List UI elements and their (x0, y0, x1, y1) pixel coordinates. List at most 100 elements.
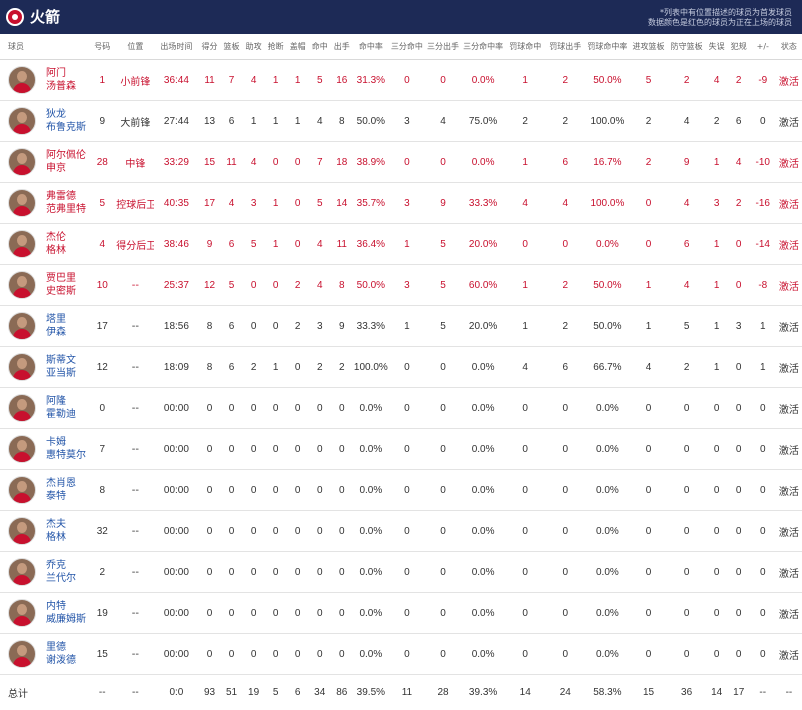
player-name-line1[interactable]: 乔克 (46, 560, 66, 571)
player-info[interactable]: 乔克 兰代尔 (8, 558, 88, 586)
player-info[interactable]: 里德 谢泼德 (8, 640, 88, 668)
table-row[interactable]: 卡姆 惠特莫尔 7 -- 00:00 0 0 0 0 0 0 0 0.0% 0 0 0.0% 0 0 0.0% 0 0 0… (0, 428, 802, 470)
player-info[interactable]: 杰夫 格林 (8, 517, 88, 545)
player-name[interactable]: 斯蒂文 亚当斯 (46, 354, 76, 380)
player-cell[interactable]: 贾巴里 史密斯 (0, 264, 89, 306)
player-cell[interactable]: 卡姆 惠特莫尔 (0, 428, 89, 470)
player-info[interactable]: 杰肖恩 泰特 (8, 476, 88, 504)
player-cell[interactable]: 内特 威廉姆斯 (0, 592, 89, 634)
player-name-line1[interactable]: 阿门 (46, 68, 66, 79)
player-name[interactable]: 杰肖恩 泰特 (46, 477, 76, 503)
player-cell[interactable]: 弗雷德 范弗里特 (0, 182, 89, 224)
player-cell[interactable]: 乔克 兰代尔 (0, 551, 89, 593)
player-name-line2[interactable]: 范弗里特 (46, 204, 86, 215)
table-row[interactable]: 阿门 汤普森 1 小前锋 36:44 11 7 4 1 1 5 16 31.3% 0 0 0.0% 1 2 50.0… (0, 59, 802, 101)
player-name-line1[interactable]: 卡姆 (46, 437, 66, 448)
player-cell[interactable]: 塔里 伊森 (0, 305, 89, 347)
table-row[interactable]: 乔克 兰代尔 2 -- 00:00 0 0 0 0 0 0 0 0.0% 0 0 0.0% 0 0 0.0% 0 0 0 0… (0, 551, 802, 593)
player-name-line2[interactable]: 布鲁克斯 (46, 122, 86, 133)
table-row[interactable]: 塔里 伊森 17 -- 18:56 8 6 0 0 2 3 9 33.3% 1 5 20.0% 1 2 50.0% 1… (0, 305, 802, 347)
player-name[interactable]: 阿门 汤普森 (46, 67, 76, 93)
player-name-line2[interactable]: 伊森 (46, 327, 66, 338)
player-name-line2[interactable]: 威廉姆斯 (46, 614, 86, 625)
player-avatar[interactable] (8, 435, 36, 463)
table-row[interactable]: 杰伦 格林 4 得分后卫 38:46 9 6 5 1 0 4 11 36.4% 1 5 20.0% 0 0 0.0%… (0, 223, 802, 265)
player-name[interactable]: 内特 威廉姆斯 (46, 600, 86, 626)
player-cell[interactable]: 狄龙 布鲁克斯 (0, 100, 89, 142)
player-name[interactable]: 杰夫 格林 (46, 518, 66, 544)
player-name[interactable]: 贾巴里 史密斯 (46, 272, 76, 298)
player-avatar[interactable] (8, 640, 36, 668)
player-cell[interactable]: 里德 谢泼德 (0, 633, 89, 675)
player-name[interactable]: 阿隆 霍勒迪 (46, 395, 76, 421)
player-name[interactable]: 卡姆 惠特莫尔 (46, 436, 86, 462)
player-cell[interactable]: 阿隆 霍勒迪 (0, 387, 89, 429)
player-name[interactable]: 狄龙 布鲁克斯 (46, 108, 86, 134)
player-avatar[interactable] (8, 148, 36, 176)
player-cell[interactable]: 阿尔佩伦 申京 (0, 141, 89, 183)
player-avatar[interactable] (8, 599, 36, 627)
player-name-line2[interactable]: 申京 (46, 163, 66, 174)
player-name[interactable]: 弗雷德 范弗里特 (46, 190, 86, 216)
table-row[interactable]: 阿隆 霍勒迪 0 -- 00:00 0 0 0 0 0 0 0 0.0% 0 0 0.0% 0 0 0.0% 0 0 0 0… (0, 387, 802, 429)
player-name-line1[interactable]: 弗雷德 (46, 191, 76, 202)
player-name-line1[interactable]: 内特 (46, 601, 66, 612)
player-name-line1[interactable]: 塔里 (46, 314, 66, 325)
player-name-line2[interactable]: 谢泼德 (46, 655, 76, 666)
player-name[interactable]: 里德 谢泼德 (46, 641, 76, 667)
player-name-line2[interactable]: 汤普森 (46, 81, 76, 92)
player-name-line1[interactable]: 杰夫 (46, 519, 66, 530)
player-avatar[interactable] (8, 312, 36, 340)
player-info[interactable]: 塔里 伊森 (8, 312, 88, 340)
table-row[interactable]: 杰夫 格林 32 -- 00:00 0 0 0 0 0 0 0 0.0% 0 0 0.0% 0 0 0.0% 0 0 0 0… (0, 510, 802, 552)
player-avatar[interactable] (8, 517, 36, 545)
player-info[interactable]: 斯蒂文 亚当斯 (8, 353, 88, 381)
player-name-line1[interactable]: 杰伦 (46, 232, 66, 243)
player-avatar[interactable] (8, 271, 36, 299)
table-row[interactable]: 弗雷德 范弗里特 5 控球后卫 40:35 17 4 3 1 0 5 14 35.7% 3 9 33.3% 4 4… (0, 182, 802, 224)
player-name-line2[interactable]: 史密斯 (46, 286, 76, 297)
table-row[interactable]: 斯蒂文 亚当斯 12 -- 18:09 8 6 2 1 0 2 2 100.0% 0 0 0.0% 4 6 66.7… (0, 346, 802, 388)
player-info[interactable]: 杰伦 格林 (8, 230, 88, 258)
player-cell[interactable]: 阿门 汤普森 (0, 59, 89, 101)
player-avatar[interactable] (8, 66, 36, 94)
table-row[interactable]: 贾巴里 史密斯 10 -- 25:37 12 5 0 0 2 4 8 50.0% 3 5 60.0% 1 2 50.… (0, 264, 802, 306)
player-cell[interactable]: 杰夫 格林 (0, 510, 89, 552)
player-name-line1[interactable]: 阿隆 (46, 396, 66, 407)
player-info[interactable]: 内特 威廉姆斯 (8, 599, 88, 627)
player-avatar[interactable] (8, 230, 36, 258)
player-info[interactable]: 阿隆 霍勒迪 (8, 394, 88, 422)
player-avatar[interactable] (8, 476, 36, 504)
player-info[interactable]: 阿门 汤普森 (8, 66, 88, 94)
player-name-line1[interactable]: 杰肖恩 (46, 478, 76, 489)
player-cell[interactable]: 杰伦 格林 (0, 223, 89, 265)
player-name-line2[interactable]: 格林 (46, 532, 66, 543)
player-name-line1[interactable]: 阿尔佩伦 (46, 150, 86, 161)
table-row[interactable]: 阿尔佩伦 申京 28 中锋 33:29 15 11 4 0 0 7 18 38.9% 0 0 0.0% 1 6 16… (0, 141, 802, 183)
player-cell[interactable]: 杰肖恩 泰特 (0, 469, 89, 511)
player-info[interactable]: 贾巴里 史密斯 (8, 271, 88, 299)
player-avatar[interactable] (8, 394, 36, 422)
player-info[interactable]: 阿尔佩伦 申京 (8, 148, 88, 176)
player-avatar[interactable] (8, 558, 36, 586)
player-avatar[interactable] (8, 353, 36, 381)
player-name-line1[interactable]: 里德 (46, 642, 66, 653)
player-cell[interactable]: 斯蒂文 亚当斯 (0, 346, 89, 388)
table-row[interactable]: 杰肖恩 泰特 8 -- 00:00 0 0 0 0 0 0 0 0.0% 0 0 0.0% 0 0 0.0% 0 0 0 0… (0, 469, 802, 511)
player-name-line2[interactable]: 惠特莫尔 (46, 450, 86, 461)
table-row[interactable]: 内特 威廉姆斯 19 -- 00:00 0 0 0 0 0 0 0 0.0% 0 0 0.0% 0 0 0.0% 0 0… (0, 592, 802, 634)
player-info[interactable]: 弗雷德 范弗里特 (8, 189, 88, 217)
player-info[interactable]: 卡姆 惠特莫尔 (8, 435, 88, 463)
player-name-line1[interactable]: 狄龙 (46, 109, 66, 120)
player-avatar[interactable] (8, 189, 36, 217)
player-name-line2[interactable]: 泰特 (46, 491, 66, 502)
player-name[interactable]: 塔里 伊森 (46, 313, 66, 339)
player-name-line2[interactable]: 亚当斯 (46, 368, 76, 379)
player-name[interactable]: 乔克 兰代尔 (46, 559, 76, 585)
player-name-line2[interactable]: 霍勒迪 (46, 409, 76, 420)
player-avatar[interactable] (8, 107, 36, 135)
player-name[interactable]: 阿尔佩伦 申京 (46, 149, 86, 175)
table-row[interactable]: 里德 谢泼德 15 -- 00:00 0 0 0 0 0 0 0 0.0% 0 0 0.0% 0 0 0.0% 0 0 0… (0, 633, 802, 675)
player-name-line1[interactable]: 贾巴里 (46, 273, 76, 284)
player-name-line2[interactable]: 格林 (46, 245, 66, 256)
